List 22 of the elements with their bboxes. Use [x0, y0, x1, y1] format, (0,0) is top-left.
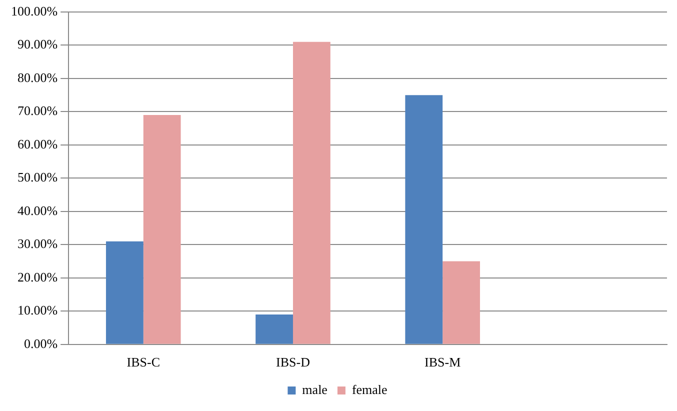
y-tick-label: 100.00% — [10, 3, 58, 18]
bar — [292, 42, 330, 344]
y-tick-label: 60.00% — [17, 136, 58, 152]
legend-label: female — [352, 382, 388, 397]
bar — [143, 115, 181, 344]
y-tick-label: 20.00% — [17, 269, 58, 284]
x-tick-label: IBS-M — [424, 354, 462, 370]
bar — [405, 95, 443, 344]
legend-label: male — [302, 382, 328, 397]
y-tick-label: 90.00% — [17, 36, 58, 52]
bar — [256, 314, 293, 344]
y-tick-label: 0.00% — [24, 336, 58, 351]
y-tick-label: 10.00% — [17, 302, 58, 318]
y-tick-label: 70.00% — [17, 103, 58, 118]
x-tick-label: IBS-C — [126, 354, 160, 370]
y-tick-label: 80.00% — [17, 70, 58, 85]
y-tick-label: 50.00% — [17, 170, 58, 185]
y-tick-label: 40.00% — [17, 202, 58, 218]
y-tick-label: 30.00% — [17, 236, 58, 252]
bar — [442, 261, 480, 344]
x-tick-label: IBS-D — [276, 354, 310, 370]
bar — [106, 241, 144, 344]
